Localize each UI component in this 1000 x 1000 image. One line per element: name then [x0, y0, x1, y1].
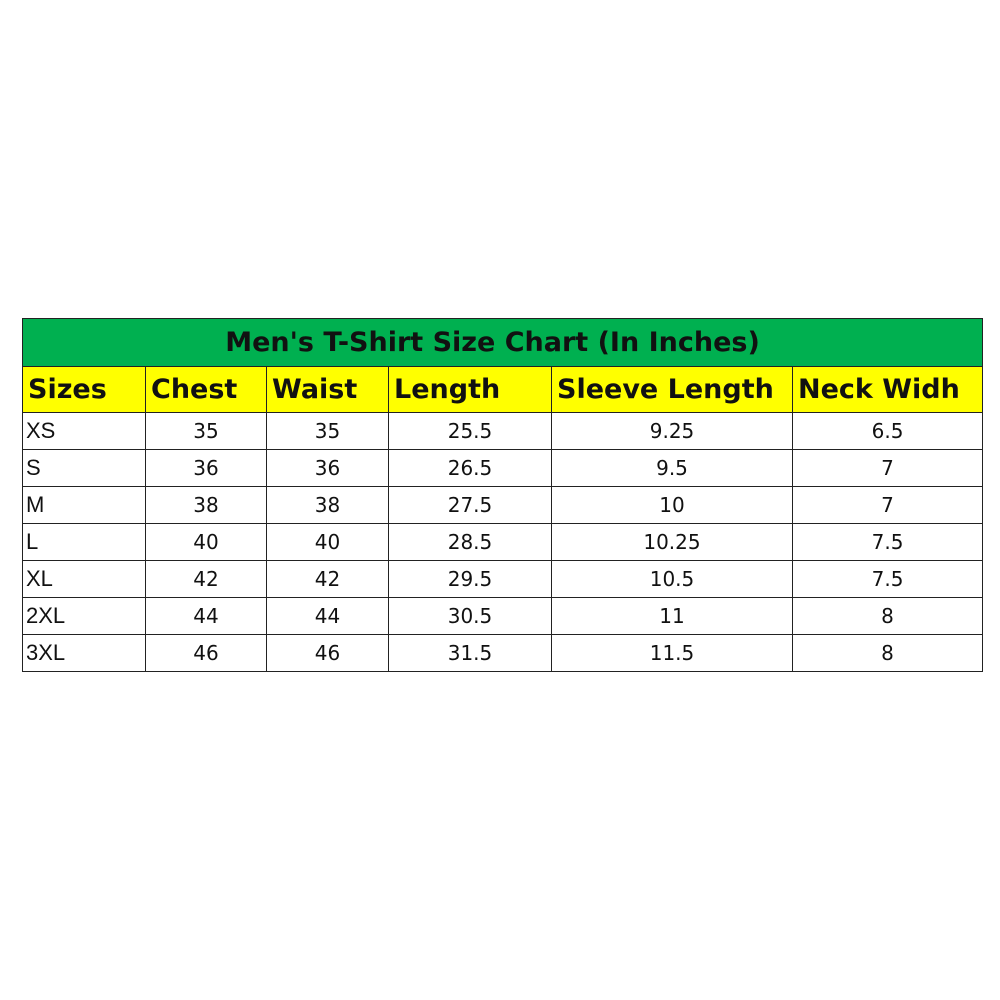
- table-row: S 36 36 26.5 9.5 7: [22, 449, 984, 487]
- size-chart-table: Men's T-Shirt Size Chart (In Inches) Siz…: [21, 318, 984, 672]
- cell-length: 28.5: [388, 523, 552, 561]
- cell-waist: 42: [266, 560, 389, 598]
- cell-size: XL: [22, 560, 146, 598]
- cell-chest: 38: [145, 486, 267, 524]
- cell-length: 25.5: [388, 412, 552, 450]
- cell-chest: 42: [145, 560, 267, 598]
- cell-waist: 44: [266, 597, 389, 635]
- cell-waist: 35: [266, 412, 389, 450]
- table-row: 3XL 46 46 31.5 11.5 8: [22, 634, 984, 672]
- cell-sleeve-length: 10: [551, 486, 793, 524]
- cell-waist: 40: [266, 523, 389, 561]
- cell-chest: 36: [145, 449, 267, 487]
- table-row: M 38 38 27.5 10 7: [22, 486, 984, 524]
- table-title-text: Men's T-Shirt Size Chart (In Inches): [225, 327, 760, 358]
- cell-sleeve-length: 9.25: [551, 412, 793, 450]
- cell-neck-width: 8: [791, 634, 984, 672]
- cell-size: L: [22, 523, 146, 561]
- cell-waist: 36: [266, 449, 389, 487]
- cell-chest: 35: [145, 412, 267, 450]
- header-neck-width: Neck Widh: [791, 366, 984, 413]
- cell-neck-width: 6.5: [791, 412, 984, 450]
- cell-neck-width: 7: [791, 486, 984, 524]
- cell-sleeve-length: 10.25: [551, 523, 793, 561]
- cell-length: 30.5: [388, 597, 552, 635]
- cell-size: XS: [22, 412, 146, 450]
- header-waist: Waist: [266, 366, 389, 413]
- cell-neck-width: 7.5: [791, 560, 984, 598]
- table-row: 2XL 44 44 30.5 11 8: [22, 597, 984, 635]
- cell-size: M: [22, 486, 146, 524]
- cell-chest: 46: [145, 634, 267, 672]
- cell-size: 3XL: [22, 634, 146, 672]
- header-row: Sizes Chest Waist Length Sleeve Length N…: [22, 366, 984, 413]
- cell-waist: 38: [266, 486, 389, 524]
- cell-chest: 40: [145, 523, 267, 561]
- cell-waist: 46: [266, 634, 389, 672]
- cell-size: S: [22, 449, 146, 487]
- header-sleeve-length: Sleeve Length: [551, 366, 793, 413]
- cell-chest: 44: [145, 597, 267, 635]
- header-chest: Chest: [145, 366, 267, 413]
- cell-length: 29.5: [388, 560, 552, 598]
- table-row: L 40 40 28.5 10.25 7.5: [22, 523, 984, 561]
- cell-length: 27.5: [388, 486, 552, 524]
- cell-length: 26.5: [388, 449, 552, 487]
- cell-neck-width: 8: [791, 597, 984, 635]
- table-title: Men's T-Shirt Size Chart (In Inches): [21, 318, 984, 367]
- cell-length: 31.5: [388, 634, 552, 672]
- cell-sleeve-length: 11.5: [551, 634, 793, 672]
- header-sizes: Sizes: [22, 366, 146, 413]
- cell-sleeve-length: 11: [551, 597, 793, 635]
- header-length: Length: [388, 366, 552, 413]
- table-row: XL 42 42 29.5 10.5 7.5: [22, 560, 984, 598]
- cell-neck-width: 7: [791, 449, 984, 487]
- table-row: XS 35 35 25.5 9.25 6.5: [22, 412, 984, 450]
- cell-sleeve-length: 10.5: [551, 560, 793, 598]
- cell-neck-width: 7.5: [791, 523, 984, 561]
- cell-size: 2XL: [22, 597, 146, 635]
- cell-sleeve-length: 9.5: [551, 449, 793, 487]
